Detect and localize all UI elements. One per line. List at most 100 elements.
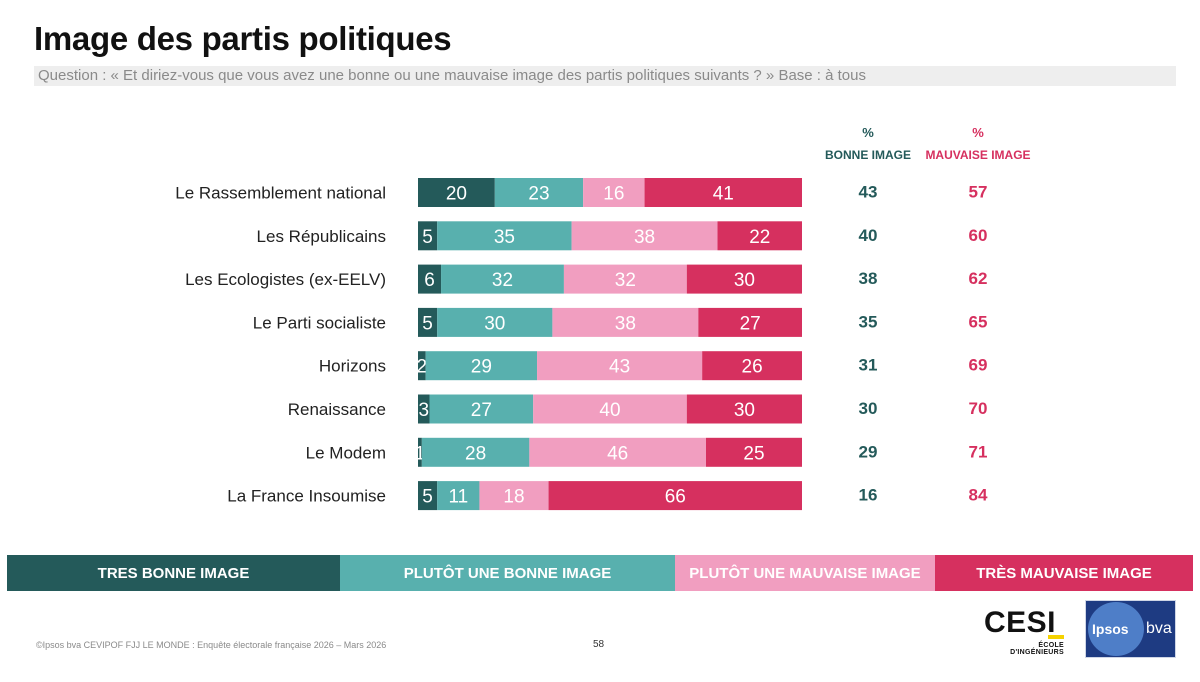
- cesi-logo-text: CESI: [984, 606, 1057, 639]
- bar-segment-plutot-une-bonne-image-2: [441, 264, 564, 294]
- bar-segment-plutot-une-bonne-image-5: [429, 394, 534, 424]
- bar-segment-tres-mauvaise-image-5: [686, 394, 802, 424]
- bar-segment-tres-bonne-image-4: [418, 351, 426, 381]
- bar-segment-tres-mauvaise-image-3: [698, 307, 802, 337]
- bar-segment-tres-mauvaise-image-2: [686, 264, 802, 294]
- bar-segment-plutot-une-mauvaise-image-5: [533, 394, 687, 424]
- bar-value-label-plutot-une-mauvaise-image-0: 16: [603, 184, 624, 205]
- bar-segment-plutot-une-bonne-image-7: [437, 481, 480, 511]
- bar-segment-tres-bonne-image-0: [418, 178, 495, 207]
- question-text: Question : « Et diriez-vous que vous ave…: [34, 66, 1176, 86]
- total-bonne-5: 30: [859, 399, 878, 418]
- bar-value-label-plutot-une-mauvaise-image-6: 46: [607, 443, 628, 464]
- bar-value-label-plutot-une-mauvaise-image-4: 43: [609, 357, 630, 378]
- bar-value-label-plutot-une-bonne-image-2: 32: [492, 270, 513, 291]
- bar-segment-plutot-une-bonne-image-1: [437, 221, 572, 251]
- bar-segment-tres-bonne-image-5: [418, 394, 430, 424]
- bar-value-label-tres-mauvaise-image-7: 66: [665, 487, 686, 508]
- ipsos-logo-text: Ipsos: [1092, 621, 1129, 637]
- bar-segment-plutot-une-bonne-image-3: [437, 307, 553, 337]
- bar-value-label-plutot-une-mauvaise-image-7: 18: [503, 487, 524, 508]
- total-bonne-3: 35: [859, 312, 878, 331]
- bar-segment-plutot-une-bonne-image-0: [494, 178, 584, 207]
- bar-segment-tres-bonne-image-6: [418, 437, 422, 467]
- bar-value-label-plutot-une-mauvaise-image-2: 32: [615, 270, 636, 291]
- bar-segment-tres-bonne-image-3: [418, 307, 438, 337]
- total-bonne-1: 40: [859, 226, 878, 245]
- total-mauvaise-5: 70: [969, 399, 988, 418]
- category-label-la-france-insoumise: La France Insoumise: [227, 487, 386, 506]
- bar-value-label-tres-mauvaise-image-4: 26: [742, 357, 763, 378]
- bva-logo-text: bva: [1146, 620, 1172, 637]
- bar-value-label-plutot-une-bonne-image-4: 29: [471, 357, 492, 378]
- ipsos-bva-logo: Ipsos bva: [1085, 600, 1176, 658]
- bar-segment-plutot-une-mauvaise-image-6: [529, 437, 706, 467]
- bonne-image-pct-label: %: [862, 125, 874, 140]
- bar-value-label-plutot-une-bonne-image-3: 30: [484, 313, 505, 334]
- bar-segment-plutot-une-mauvaise-image-2: [563, 264, 687, 294]
- bar-segment-plutot-une-mauvaise-image-7: [479, 481, 549, 511]
- total-bonne-6: 29: [859, 442, 878, 461]
- bar-value-label-tres-bonne-image-3: 5: [422, 313, 433, 334]
- category-label-les-ecologistes-ex-eelv: Les Ecologistes (ex-EELV): [185, 270, 386, 289]
- bar-segment-tres-mauvaise-image-6: [706, 437, 802, 467]
- source-footer: ©Ipsos bva CEVIPOF FJJ LE MONDE : Enquêt…: [36, 640, 387, 650]
- legend: TRES BONNE IMAGE PLUTÔT UNE BONNE IMAGE …: [7, 555, 1193, 591]
- bar-value-label-plutot-une-mauvaise-image-3: 38: [615, 313, 636, 334]
- total-mauvaise-0: 57: [969, 183, 988, 202]
- total-bonne-7: 16: [859, 486, 878, 505]
- bar-segment-tres-bonne-image-7: [418, 481, 438, 511]
- total-bonne-2: 38: [859, 269, 878, 288]
- bar-value-label-plutot-une-bonne-image-0: 23: [528, 184, 549, 205]
- bar-value-label-tres-bonne-image-1: 5: [422, 227, 433, 248]
- bar-segment-tres-bonne-image-2: [418, 264, 442, 294]
- bar-value-label-tres-bonne-image-6: 1: [415, 443, 426, 464]
- bar-value-label-plutot-une-bonne-image-1: 35: [494, 227, 515, 248]
- total-bonne-0: 43: [859, 183, 878, 202]
- bar-segment-tres-mauvaise-image-1: [717, 221, 802, 251]
- bar-value-label-tres-mauvaise-image-2: 30: [734, 270, 755, 291]
- total-bonne-4: 31: [859, 356, 878, 375]
- bar-value-label-plutot-une-bonne-image-5: 27: [471, 400, 492, 421]
- bar-value-label-tres-mauvaise-image-1: 22: [749, 227, 770, 248]
- bar-value-label-tres-mauvaise-image-0: 41: [713, 184, 734, 205]
- page-number: 58: [593, 639, 605, 650]
- bar-segment-plutot-une-mauvaise-image-1: [571, 221, 718, 251]
- category-label-le-rassemblement-national: Le Rassemblement national: [175, 184, 386, 203]
- total-mauvaise-1: 60: [969, 226, 988, 245]
- legend-plutot-mauvaise: PLUTÔT UNE MAUVAISE IMAGE: [675, 555, 935, 591]
- bar-value-label-tres-mauvaise-image-5: 30: [734, 400, 755, 421]
- bar-segment-tres-mauvaise-image-0: [644, 178, 802, 207]
- category-label-les-republicains: Les Républicains: [257, 227, 386, 246]
- legend-tres-bonne: TRES BONNE IMAGE: [7, 555, 340, 591]
- bar-segment-tres-mauvaise-image-7: [548, 481, 802, 511]
- bar-segment-plutot-une-mauvaise-image-3: [552, 307, 699, 337]
- total-mauvaise-2: 62: [969, 269, 988, 288]
- category-label-le-modem: Le Modem: [306, 443, 386, 462]
- bar-value-label-tres-mauvaise-image-3: 27: [740, 313, 761, 334]
- mauvaise-image-header: % MAUVAISE IMAGE: [918, 122, 1038, 166]
- bar-value-label-plutot-une-mauvaise-image-5: 40: [599, 400, 620, 421]
- bar-segment-plutot-une-mauvaise-image-0: [583, 178, 645, 207]
- bar-segment-plutot-une-bonne-image-6: [421, 437, 530, 467]
- bar-value-label-plutot-une-mauvaise-image-1: 38: [634, 227, 655, 248]
- bonne-image-label: BONNE IMAGE: [824, 148, 911, 162]
- stacked-bar-chart: Le Rassemblement national 20 23 16 41 43 57Les…: [175, 178, 988, 511]
- bar-value-label-plutot-une-bonne-image-6: 28: [465, 443, 486, 464]
- legend-tres-mauvaise: TRÈS MAUVAISE IMAGE: [935, 555, 1193, 591]
- bar-value-label-plutot-une-bonne-image-7: 11: [448, 487, 468, 508]
- bar-value-label-tres-bonne-image-2: 6: [424, 270, 435, 291]
- bar-value-label-tres-bonne-image-5: 3: [418, 400, 429, 421]
- category-label-renaissance: Renaissance: [288, 400, 386, 419]
- cesi-logo-bar: [1048, 635, 1064, 639]
- bonne-image-header: % BONNE IMAGE: [808, 122, 928, 166]
- category-label-horizons: Horizons: [319, 357, 386, 376]
- legend-plutot-bonne: PLUTÔT UNE BONNE IMAGE: [340, 555, 675, 591]
- total-mauvaise-4: 69: [969, 356, 988, 375]
- bar-value-label-tres-bonne-image-0: 20: [446, 184, 467, 205]
- cesi-logo: CESI ÉCOLE D'INGÉNIEURS: [984, 606, 1074, 656]
- bar-value-label-tres-bonne-image-7: 5: [422, 487, 433, 508]
- category-label-le-parti-socialiste: Le Parti socialiste: [253, 313, 386, 332]
- bar-segment-tres-mauvaise-image-4: [702, 351, 802, 381]
- total-mauvaise-6: 71: [969, 442, 988, 461]
